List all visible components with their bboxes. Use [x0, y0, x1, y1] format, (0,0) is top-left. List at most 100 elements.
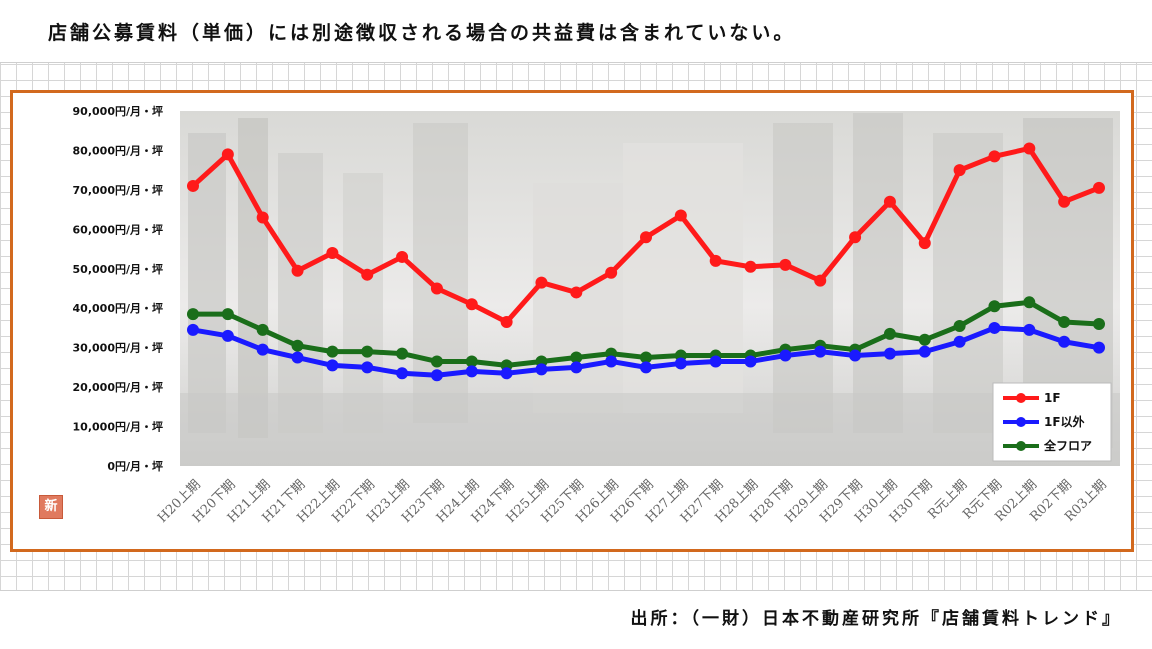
data-point — [1058, 195, 1071, 208]
series-0 — [187, 142, 1105, 329]
rent-trend-chart: 0円/月・坪 10,000円/月・坪 20,000円/月・坪 30,000円/月・坪 4… — [73, 105, 1120, 526]
data-point — [744, 355, 757, 368]
data-point — [465, 365, 478, 378]
data-point — [500, 316, 513, 329]
new-badge-icon: 新 — [39, 495, 63, 519]
data-point — [221, 329, 234, 342]
data-point — [256, 343, 269, 356]
y-tick-label: 50,000円/月・坪 — [73, 263, 163, 276]
data-point — [640, 231, 652, 244]
data-point — [1023, 142, 1036, 155]
note-band: 店舗公募賃料（単価）には別途徴収される場合の共益費は含まれていない。 — [0, 0, 1152, 63]
data-point — [430, 369, 443, 382]
data-point — [988, 150, 1001, 163]
data-point — [779, 258, 792, 271]
data-point — [291, 339, 304, 352]
data-point — [1058, 316, 1071, 329]
data-point — [361, 268, 374, 281]
y-tick-label: 90,000円/月・坪 — [73, 105, 163, 118]
data-point — [640, 361, 652, 374]
source-band — [0, 590, 1152, 649]
data-point — [187, 323, 199, 336]
data-point — [570, 351, 583, 364]
y-tick-label: 20,000円/月・坪 — [73, 381, 163, 394]
data-point — [605, 355, 618, 368]
data-point — [988, 300, 1001, 313]
data-point — [779, 349, 792, 362]
data-point — [291, 351, 304, 364]
data-point — [396, 347, 409, 360]
data-point — [535, 276, 548, 289]
data-point — [814, 274, 827, 287]
x-axis: H20上期H20下期H21上期H21下期H22上期H22下期H23上期H23下期… — [155, 477, 1110, 526]
y-tick-label: 80,000円/月・坪 — [73, 144, 163, 157]
data-point — [500, 367, 513, 380]
data-point — [187, 179, 199, 192]
chart-frame: 0円/月・坪 10,000円/月・坪 20,000円/月・坪 30,000円/月・坪 4… — [10, 90, 1134, 552]
data-point — [1093, 341, 1105, 354]
legend-label: 1F以外 — [1044, 414, 1085, 429]
data-point — [953, 335, 966, 348]
data-point — [326, 247, 339, 259]
data-point — [883, 327, 896, 340]
y-tick-label: 30,000円/月・坪 — [73, 342, 163, 355]
data-point — [256, 211, 269, 224]
data-point — [918, 333, 931, 346]
data-point — [187, 308, 199, 321]
note-text: 店舗公募賃料（単価）には別途徴収される場合の共益費は含まれていない。 — [48, 22, 796, 44]
series-layer — [187, 142, 1105, 382]
data-point — [605, 266, 618, 279]
data-point — [256, 323, 269, 336]
data-point — [570, 361, 583, 374]
legend-marker — [1016, 441, 1026, 451]
data-point — [744, 260, 757, 273]
series-1 — [187, 321, 1105, 382]
data-point — [430, 282, 443, 295]
data-point — [1058, 335, 1071, 348]
source-text: 出所：（一財）日本不動産研究所『店舗賃料トレンド』 — [630, 609, 1122, 629]
data-point — [1093, 181, 1105, 194]
data-point — [361, 361, 374, 374]
legend-marker — [1016, 393, 1026, 403]
data-point — [396, 367, 409, 380]
data-point — [221, 308, 234, 321]
y-tick-label: 60,000円/月・坪 — [73, 223, 163, 236]
data-point — [1023, 296, 1036, 309]
data-point — [918, 345, 931, 358]
data-point — [988, 321, 1001, 334]
data-point — [953, 164, 966, 177]
data-point — [883, 195, 896, 208]
data-point — [1093, 318, 1105, 330]
data-point — [849, 231, 862, 244]
data-point — [221, 148, 234, 161]
data-point — [465, 298, 478, 311]
data-point — [291, 264, 304, 277]
data-point — [849, 349, 862, 362]
data-point — [396, 250, 409, 263]
data-point — [570, 286, 583, 299]
data-point — [709, 254, 722, 267]
data-point — [326, 345, 339, 358]
data-point — [674, 357, 687, 370]
y-tick-label: 0円/月・坪 — [107, 460, 163, 473]
data-point — [674, 209, 687, 222]
data-point — [640, 351, 652, 364]
legend-label: 1F — [1044, 391, 1061, 405]
data-point — [883, 347, 896, 360]
y-axis: 0円/月・坪 10,000円/月・坪 20,000円/月・坪 30,000円/月・坪 4… — [73, 105, 163, 473]
legend-label: 全フロア — [1043, 438, 1092, 453]
data-point — [953, 319, 966, 332]
y-tick-label: 40,000円/月・坪 — [73, 302, 163, 315]
data-point — [326, 359, 339, 372]
data-point — [814, 345, 827, 358]
data-point — [709, 355, 722, 368]
data-point — [361, 345, 374, 358]
y-tick-label: 70,000円/月・坪 — [73, 184, 163, 197]
y-tick-label: 10,000円/月・坪 — [73, 421, 163, 434]
data-point — [1023, 323, 1036, 336]
legend-marker — [1016, 417, 1026, 427]
data-point — [430, 355, 443, 368]
data-point — [535, 363, 548, 376]
data-point — [918, 237, 931, 250]
